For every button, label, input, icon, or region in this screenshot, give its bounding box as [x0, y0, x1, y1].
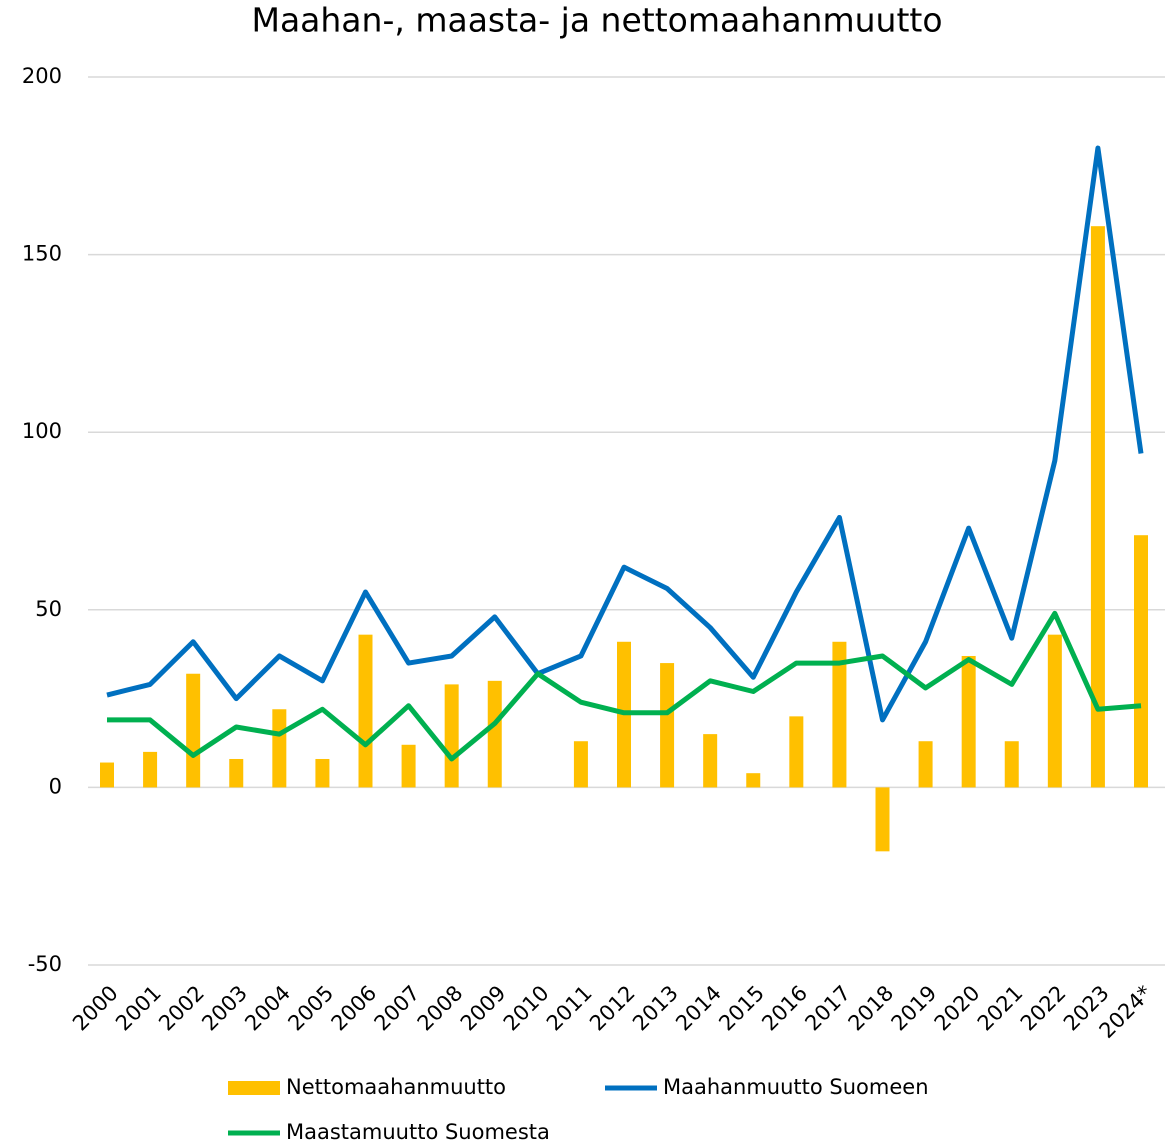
x-tick-label: 2008 [413, 981, 468, 1036]
bar [358, 634, 373, 788]
bar [315, 758, 330, 788]
x-tick-label: 2010 [499, 981, 554, 1036]
bar [143, 751, 158, 788]
x-tick-label: 2021 [973, 981, 1028, 1036]
y-tick-label: 150 [22, 242, 62, 266]
y-tick-label: 200 [22, 64, 62, 88]
x-tick-label: 2018 [844, 981, 899, 1036]
x-tick-label: 2001 [111, 981, 166, 1036]
bar [229, 758, 244, 788]
y-tick-label: 100 [22, 419, 62, 443]
bar [918, 741, 933, 788]
x-tick-label: 2015 [714, 981, 769, 1036]
legend-swatch [228, 1081, 280, 1095]
bar [660, 663, 675, 788]
x-tick-label: 2003 [197, 981, 252, 1036]
bar [401, 744, 416, 788]
x-tick-label: 2009 [456, 981, 511, 1036]
bar [746, 773, 761, 788]
chart-title: Maahan-, maasta- ja nettomaahanmuutto [251, 1, 942, 40]
bar [100, 762, 114, 788]
x-tick-label: 2013 [628, 981, 683, 1036]
bar [487, 680, 502, 788]
bar [875, 787, 890, 852]
bar [961, 655, 976, 788]
bar [1134, 535, 1148, 788]
x-tick-label: 2002 [154, 981, 209, 1036]
line [107, 610, 1142, 762]
x-tick-label: 2014 [671, 981, 726, 1036]
bar [832, 641, 847, 788]
x-tick-label: 2020 [930, 981, 985, 1036]
legend-label: Maastamuutto Suomesta [286, 1120, 550, 1144]
bar [1004, 741, 1019, 788]
x-tick-label: 2011 [542, 981, 597, 1036]
y-tick-label: 50 [35, 597, 62, 621]
x-tick-label: 2005 [283, 981, 338, 1036]
legend-label: Maahanmuutto Suomeen [663, 1075, 929, 1099]
bar [573, 741, 588, 788]
x-tick-label: 2016 [757, 981, 812, 1036]
bar [186, 673, 201, 788]
x-tick-label: 2012 [585, 981, 640, 1036]
x-tick-label: 2007 [370, 981, 425, 1036]
y-tick-label: 0 [49, 774, 62, 798]
bar [789, 716, 804, 788]
bar [272, 709, 287, 788]
x-tick-label: 2000 [68, 981, 123, 1036]
bar [444, 684, 459, 788]
bar [1090, 226, 1105, 788]
line [106, 145, 1144, 723]
x-tick-label: 2004 [240, 981, 295, 1036]
x-tick-label: 2006 [327, 981, 382, 1036]
x-tick-label: 2017 [800, 981, 855, 1036]
y-tick-label: -50 [28, 952, 62, 976]
legend-label: Nettomaahanmuutto [286, 1075, 506, 1099]
x-tick-label: 2022 [1016, 981, 1071, 1036]
x-tick-label: 2019 [887, 981, 942, 1036]
bar [1047, 634, 1062, 788]
bar [703, 734, 718, 788]
